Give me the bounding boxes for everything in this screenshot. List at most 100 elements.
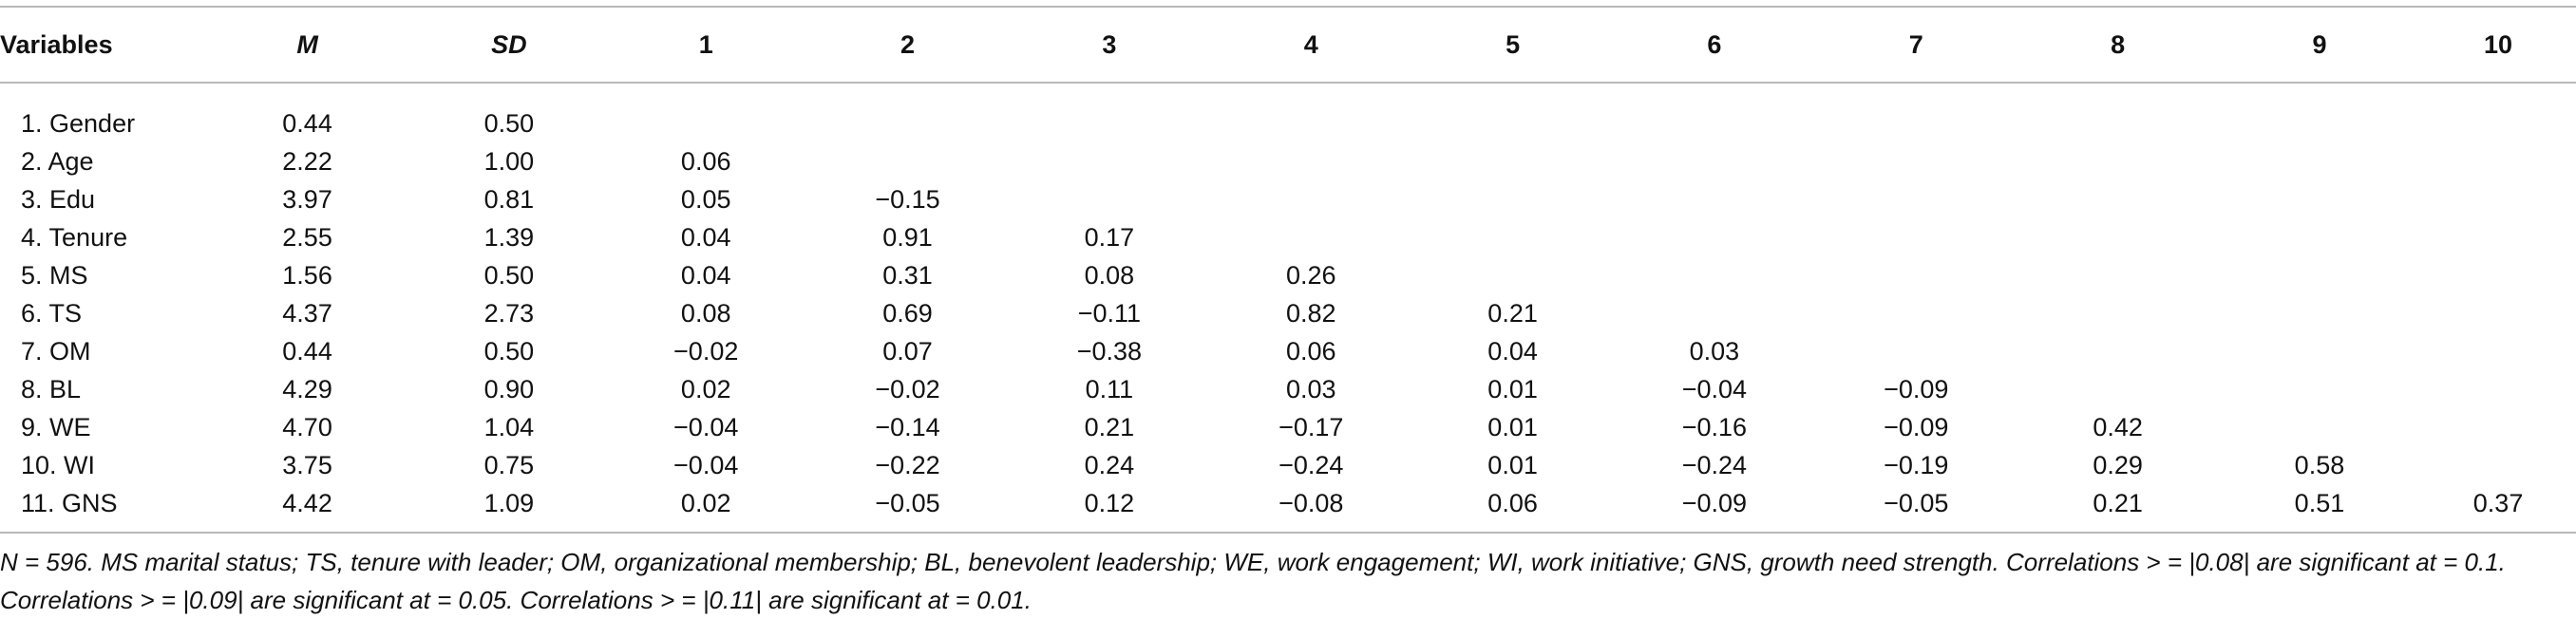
- table-cell: 0.01: [1487, 412, 1538, 441]
- table-cell: [1614, 142, 1815, 180]
- table-cell: 0.26: [1285, 260, 1336, 290]
- table-header: Variables M SD 1 2 3 4 5 6 7 8 9 10: [0, 7, 2576, 83]
- table-cell: [1815, 256, 2017, 294]
- table-cell: 0.31: [882, 260, 933, 290]
- header-row: Variables M SD 1 2 3 4 5 6 7 8 9 10: [0, 7, 2576, 83]
- table-cell: 0.11: [1085, 374, 1134, 403]
- column-header: 8: [2111, 29, 2126, 59]
- table-cell: −0.05: [875, 488, 940, 517]
- table-cell: 0.21: [1084, 412, 1135, 441]
- table-cell: [1614, 218, 1815, 256]
- table-cell: [806, 83, 1008, 142]
- table-cell: −0.04: [1681, 374, 1748, 403]
- table-cell: 0.29: [2093, 450, 2143, 479]
- column-header: M: [296, 29, 318, 59]
- footnote-line-1: N = 596. MS marital status; TS, tenure w…: [0, 548, 2506, 576]
- table-cell: 0.08: [680, 298, 731, 328]
- table-cell: 0.90: [483, 374, 535, 403]
- variable-label: 8. BL: [21, 374, 82, 403]
- table-cell: [1614, 180, 1815, 218]
- table-cell: 1.39: [483, 222, 535, 252]
- table-cell: [1815, 142, 2017, 180]
- table-cell: 0.81: [483, 184, 535, 214]
- table-cell: [2219, 218, 2420, 256]
- table-cell: [1411, 256, 1613, 294]
- table-cell: 3.97: [282, 184, 332, 214]
- table-cell: [1815, 294, 2017, 332]
- table-cell: 0.75: [483, 450, 535, 479]
- variable-label: 1. Gender: [21, 108, 136, 138]
- table-cell: 0.01: [1487, 450, 1538, 479]
- table-cell: 0.50: [483, 336, 535, 366]
- table-cell: −0.08: [1279, 488, 1344, 517]
- variable-label: 9. WE: [21, 412, 91, 441]
- table-cell: −0.17: [1279, 412, 1344, 441]
- table-cell: 0.44: [282, 336, 332, 366]
- variable-label: 2. Age: [21, 146, 94, 176]
- table-row: 2. Age 2.22 1.00 0.06: [0, 142, 2576, 180]
- variable-label: 4. Tenure: [21, 222, 128, 252]
- table-cell: [2219, 370, 2420, 408]
- table-cell: 2.73: [483, 298, 535, 328]
- table-cell: −0.09: [1884, 374, 1949, 403]
- table-cell: 0.24: [1084, 450, 1135, 479]
- table-cell: 0.44: [282, 108, 332, 138]
- table-cell: [2420, 332, 2576, 370]
- table-cell: 1.04: [483, 412, 535, 441]
- table-cell: [2017, 180, 2218, 218]
- table-cell: 4.42: [282, 488, 332, 517]
- table-row: 11. GNS 4.42 1.09 0.02 −0.05 0.12 −0.08 0.06 −0.…: [0, 484, 2576, 533]
- footnote-line-2: Correlations > = |0.09| are significant …: [0, 586, 1032, 614]
- table-cell: [1614, 294, 1815, 332]
- table-cell: 0.06: [1487, 488, 1538, 517]
- variable-label: 6. TS: [21, 298, 83, 328]
- table-body: 1. Gender 0.44 0.50 2. Age 2.22 1.00 0.06 3. Ed…: [0, 83, 2576, 533]
- table-cell: [1411, 218, 1613, 256]
- table-cell: −0.16: [1681, 412, 1748, 441]
- table-cell: −0.24: [1279, 450, 1344, 479]
- table-cell: −0.24: [1681, 450, 1748, 479]
- table-cell: 0.58: [2294, 450, 2345, 479]
- table-row: 9. WE 4.70 1.04 −0.04 −0.14 0.21 −0.17 0.01 −0.1…: [0, 408, 2576, 446]
- table-cell: [2420, 370, 2576, 408]
- table-cell: [2017, 142, 2218, 180]
- table-row: 4. Tenure 2.55 1.39 0.04 0.91 0.17: [0, 218, 2576, 256]
- table-cell: −0.19: [1884, 450, 1949, 479]
- column-header: 5: [1506, 29, 1521, 59]
- column-header: 4: [1303, 29, 1318, 59]
- table-cell: [1411, 83, 1613, 142]
- table-cell: [2420, 446, 2576, 484]
- table-cell: [1009, 83, 1210, 142]
- table-cell: [2017, 332, 2218, 370]
- correlation-table: Variables M SD 1 2 3 4 5 6 7 8 9 10 1. Gender 0.44 0.5…: [0, 6, 2576, 534]
- table-cell: −0.09: [1884, 412, 1949, 441]
- table-cell: 0.05: [680, 184, 731, 214]
- table-cell: −0.02: [875, 374, 940, 403]
- table-cell: [2420, 408, 2576, 446]
- table-cell: [2420, 180, 2576, 218]
- table-cell: [1815, 218, 2017, 256]
- table-cell: 0.06: [680, 146, 731, 176]
- table-row: 8. BL 4.29 0.90 0.02 −0.02 0.11 0.03 0.01 −0.04 −…: [0, 370, 2576, 408]
- table-cell: [2017, 294, 2218, 332]
- column-header: 3: [1102, 29, 1117, 59]
- table-cell: [2420, 218, 2576, 256]
- table-cell: [2219, 83, 2420, 142]
- column-header: Variables: [0, 29, 113, 59]
- table-cell: −0.02: [673, 336, 739, 366]
- column-header: 10: [2484, 29, 2513, 59]
- table-cell: [2420, 142, 2576, 180]
- table-cell: [2017, 370, 2218, 408]
- table-cell: [2420, 256, 2576, 294]
- table-cell: [2420, 83, 2576, 142]
- table-cell: 0.04: [680, 260, 731, 290]
- table-cell: [1411, 142, 1613, 180]
- table-cell: 2.55: [282, 222, 332, 252]
- table-cell: [2219, 142, 2420, 180]
- table-cell: 0.50: [483, 260, 535, 290]
- table-cell: [2219, 408, 2420, 446]
- variable-label: 10. WI: [21, 450, 96, 479]
- table-cell: [2219, 294, 2420, 332]
- table-cell: [1614, 83, 1815, 142]
- table-cell: 0.51: [2294, 488, 2345, 517]
